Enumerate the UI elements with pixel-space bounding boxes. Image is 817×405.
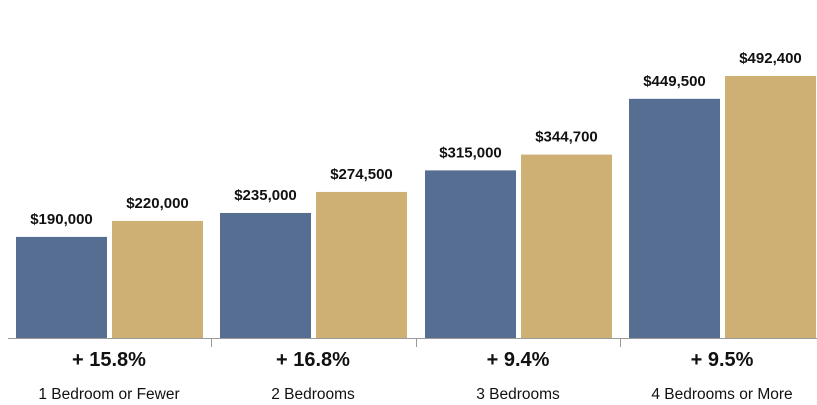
bar-blue-2 bbox=[425, 170, 516, 338]
bar-blue-1 bbox=[220, 212, 311, 338]
bar-gold-3 bbox=[725, 76, 816, 338]
bar-gold-0 bbox=[112, 220, 203, 338]
bar-gold-2 bbox=[521, 154, 612, 338]
bar-gold-1 bbox=[316, 191, 407, 338]
category-labels-group: + 15.8% 1 Bedroom or Fewer + 16.8% 2 Bedroo… bbox=[38, 349, 792, 403]
bar-value-label: $235,000 bbox=[234, 187, 297, 204]
category-label: 2 Bedrooms bbox=[271, 386, 355, 403]
change-percent-label: + 15.8% bbox=[72, 349, 146, 371]
bar-value-label: $449,500 bbox=[643, 73, 706, 90]
bar-value-label: $344,700 bbox=[535, 129, 598, 146]
bar-value-label: $315,000 bbox=[439, 144, 502, 161]
bar-value-label: $190,000 bbox=[30, 211, 93, 228]
change-percent-label: + 9.5% bbox=[691, 349, 754, 371]
category-label: 3 Bedrooms bbox=[476, 386, 560, 403]
category-label: 1 Bedroom or Fewer bbox=[38, 386, 179, 403]
bar-value-label: $274,500 bbox=[330, 166, 393, 183]
change-percent-label: + 16.8% bbox=[276, 349, 350, 371]
value-labels-group: $190,000 $220,000 $235,000 $274,500 $315,000… bbox=[30, 50, 802, 228]
change-percent-label: + 9.4% bbox=[487, 349, 550, 371]
bar-blue-0 bbox=[16, 236, 107, 338]
category-label: 4 Bedrooms or More bbox=[651, 386, 792, 403]
x-axis-ticks bbox=[211, 338, 621, 347]
bar-value-label: $492,400 bbox=[739, 50, 802, 67]
bar-blue-3 bbox=[629, 98, 720, 338]
bar-value-label: $220,000 bbox=[126, 195, 189, 212]
bars-group bbox=[16, 76, 816, 338]
